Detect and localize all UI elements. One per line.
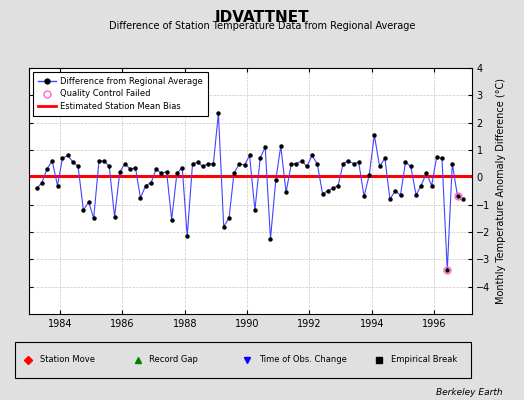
Y-axis label: Monthly Temperature Anomaly Difference (°C): Monthly Temperature Anomaly Difference (… bbox=[496, 78, 506, 304]
Text: Berkeley Earth: Berkeley Earth bbox=[436, 388, 503, 397]
Text: Time of Obs. Change: Time of Obs. Change bbox=[258, 356, 346, 364]
Text: Record Gap: Record Gap bbox=[149, 356, 198, 364]
Text: Empirical Break: Empirical Break bbox=[391, 356, 457, 364]
Legend: Difference from Regional Average, Quality Control Failed, Estimated Station Mean: Difference from Regional Average, Qualit… bbox=[33, 72, 208, 116]
Text: IDVATTNET: IDVATTNET bbox=[215, 10, 309, 25]
Text: Station Move: Station Move bbox=[40, 356, 95, 364]
Text: Difference of Station Temperature Data from Regional Average: Difference of Station Temperature Data f… bbox=[109, 21, 415, 31]
